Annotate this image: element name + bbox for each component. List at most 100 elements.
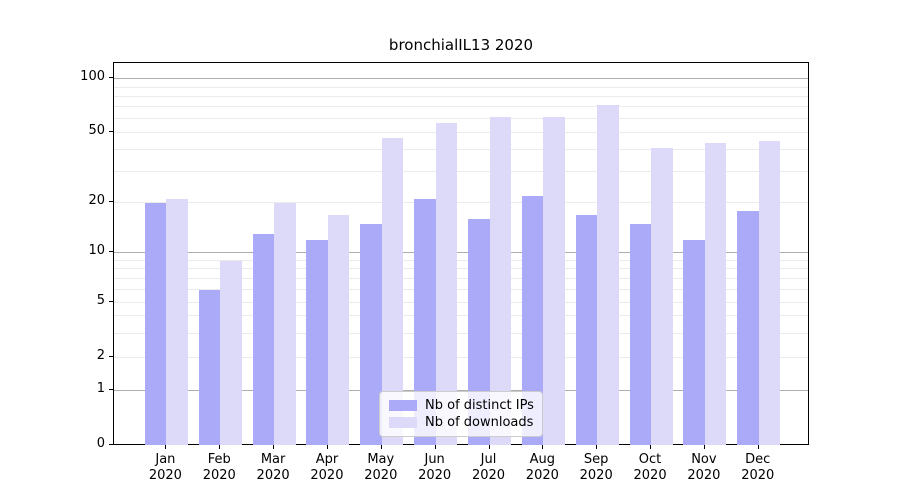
y-axis-tick-label: 100 (80, 69, 105, 85)
bar-downloads (327, 214, 350, 445)
bar-downloads (220, 260, 242, 445)
x-axis-tick-label-line: Feb (207, 452, 231, 467)
x-axis-tick-label: Dec 2020 (730, 452, 786, 484)
bar-downloads (435, 123, 458, 445)
legend: Nb of distinct IPs Nb of downloads (379, 391, 543, 437)
bar-downloads (651, 148, 673, 445)
x-axis-tick (219, 445, 221, 449)
x-axis-tick-label-line: Nov (691, 452, 717, 467)
minor-gridline (114, 259, 808, 261)
minor-gridline (114, 357, 808, 358)
minor-gridline (114, 288, 808, 290)
y-axis-tick (109, 131, 113, 133)
x-axis-tick-label: Jul 2020 (461, 452, 517, 484)
x-axis-tick (542, 445, 544, 449)
x-axis-tick-label-line: Aug (529, 452, 556, 467)
minor-gridline (114, 86, 808, 88)
x-axis-tick-label-line: 2020 (471, 468, 506, 483)
x-axis-tick-label-line: 2020 (256, 468, 290, 483)
x-axis-tick (326, 445, 328, 449)
y-axis-tick-label: 5 (96, 293, 105, 308)
x-axis-tick (757, 445, 759, 449)
x-axis-tick (273, 445, 275, 449)
y-axis-tick (109, 444, 113, 445)
bar-distinct-ips (306, 239, 328, 445)
bar-distinct-ips (252, 234, 275, 445)
bar-downloads (166, 199, 188, 445)
y-axis-tick (109, 301, 113, 302)
y-axis-tick-label: 50 (88, 123, 105, 139)
plot-area (113, 62, 809, 445)
bar-distinct-ips (683, 239, 705, 445)
x-axis-tick-label-line: 2020 (525, 468, 559, 483)
y-axis-tick-label: 10 (88, 243, 105, 258)
bar-distinct-ips (575, 214, 598, 445)
x-axis-tick (434, 445, 436, 449)
minor-gridline (114, 202, 808, 203)
y-axis-tick-label: 1 (96, 381, 105, 396)
x-axis-tick-label-line: Apr (315, 452, 339, 467)
chart-title: bronchialIL13 2020 (388, 36, 534, 54)
x-axis-tick-label: Oct 2020 (622, 452, 678, 484)
x-axis-tick-label: Aug 2020 (514, 452, 570, 484)
bar-distinct-ips (198, 289, 221, 445)
major-gridline (114, 78, 808, 80)
y-axis-tick (109, 77, 113, 79)
x-axis-tick-label-line: 2020 (418, 468, 452, 483)
y-axis-tick-label: 20 (88, 193, 105, 208)
minor-gridline (114, 118, 808, 120)
x-axis-tick-label-line: 2020 (364, 468, 398, 483)
minor-gridline (114, 106, 808, 108)
bar-distinct-ips (144, 203, 167, 445)
bar-distinct-ips (414, 199, 436, 445)
x-axis-tick-label: Sep 2020 (568, 452, 624, 484)
legend-label-downloads: Nb of downloads (425, 415, 534, 430)
minor-gridline (114, 268, 808, 270)
y-axis-tick (109, 389, 113, 390)
x-axis-tick (380, 445, 382, 449)
x-axis-tick-label: Apr 2020 (299, 452, 355, 484)
y-axis-tick-label: 2 (96, 348, 105, 363)
bar-distinct-ips (629, 223, 652, 445)
x-axis-tick-label: Nov 2020 (676, 452, 732, 484)
x-axis-tick-label: Jun 2020 (407, 452, 463, 484)
legend-item-distinct-ips: Nb of distinct IPs (389, 397, 534, 414)
x-axis-tick-label-line: Jan (155, 452, 176, 467)
x-axis-tick-label-line: Jul (480, 452, 497, 467)
major-gridline (114, 252, 808, 253)
x-axis-tick-label-line: 2020 (579, 468, 613, 483)
y-axis-tick-label: 0 (96, 436, 105, 451)
minor-gridline (114, 332, 808, 334)
major-gridline (114, 390, 808, 391)
bar-downloads (597, 104, 619, 445)
bar-distinct-ips (360, 223, 382, 445)
legend-swatch-distinct-ips (389, 400, 417, 411)
x-axis-tick (165, 445, 167, 449)
bar-downloads (704, 143, 727, 445)
bar-downloads (758, 141, 781, 445)
x-axis-tick-label-line: Dec (745, 452, 771, 467)
legend-swatch-downloads (389, 417, 417, 428)
x-axis-tick-label-line: 2020 (687, 468, 721, 483)
bar-distinct-ips (468, 219, 490, 445)
x-axis-tick (488, 445, 490, 449)
minor-gridline (114, 171, 808, 173)
x-axis-tick-label-line: 2020 (148, 468, 182, 483)
legend-label-distinct-ips: Nb of distinct IPs (425, 398, 534, 413)
minor-gridline (114, 277, 808, 279)
x-axis-tick (703, 445, 705, 449)
x-axis-tick (596, 445, 598, 449)
minor-gridline (114, 132, 808, 134)
x-axis-tick-label-line: Sep (583, 452, 609, 467)
bar-downloads (543, 116, 565, 445)
x-axis-tick-label-line: 2020 (310, 468, 344, 483)
x-axis-tick-label-line: 2020 (741, 468, 775, 483)
minor-gridline (114, 95, 808, 97)
x-axis-tick-label: Feb 2020 (191, 452, 247, 484)
x-axis-tick-label-line: 2020 (633, 468, 667, 483)
minor-gridline (114, 315, 808, 317)
x-axis-tick-label: Jan 2020 (137, 452, 193, 484)
x-axis-tick-label-line: May (367, 452, 395, 467)
y-axis-tick (109, 251, 113, 252)
minor-gridline (114, 302, 808, 303)
